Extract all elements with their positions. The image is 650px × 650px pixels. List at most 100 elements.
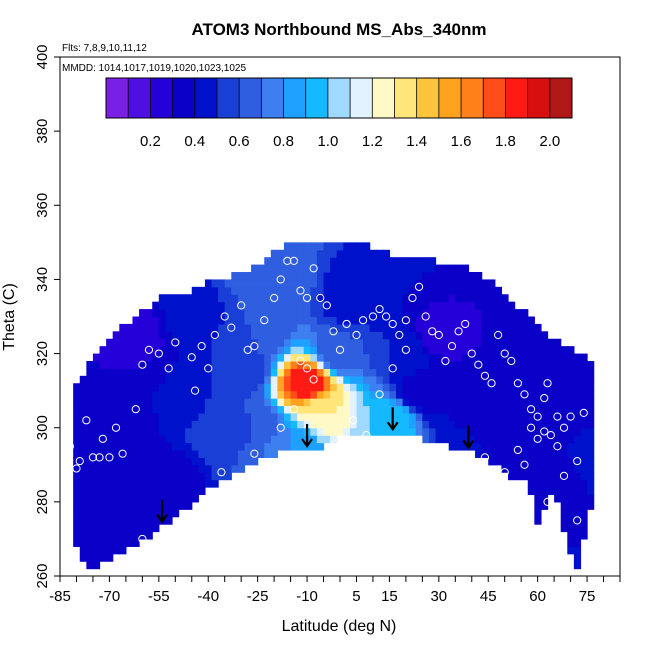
heatmap-cell [461, 420, 470, 429]
heatmap-cell [521, 375, 529, 384]
heatmap-cell [165, 501, 173, 510]
heatmap-cell [218, 353, 226, 362]
heatmap-cell [119, 531, 127, 540]
heatmap-cell [178, 494, 186, 503]
heatmap-cell [73, 383, 81, 392]
heatmap-cell [481, 383, 489, 392]
heatmap-cell [363, 398, 371, 407]
heatmap-cell [218, 279, 226, 288]
heatmap-cell [284, 412, 292, 421]
heatmap-cell [290, 264, 298, 273]
heatmap-cell [448, 360, 456, 369]
heatmap-cell [99, 538, 107, 547]
heatmap-cell [389, 383, 397, 392]
heatmap-cell [79, 553, 87, 562]
heatmap-cell [290, 442, 298, 451]
heatmap-cell [224, 472, 232, 481]
heatmap-cell [560, 501, 568, 510]
heatmap-cell [73, 538, 81, 547]
heatmap-cell [336, 405, 344, 414]
heatmap-cell [79, 479, 87, 488]
heatmap-cell [264, 309, 272, 318]
heatmap-cell [132, 383, 140, 392]
heatmap-cell [494, 412, 503, 421]
heatmap-cell [580, 368, 588, 377]
heatmap-cell [178, 479, 186, 488]
heatmap-cell [132, 420, 140, 429]
heatmap-cell [508, 405, 516, 414]
heatmap-cell [99, 360, 107, 369]
heatmap-cell [396, 264, 404, 273]
heatmap-cell [158, 294, 167, 303]
heatmap-cell [554, 487, 562, 496]
heatmap-cell [376, 264, 384, 273]
heatmap-cell [494, 338, 503, 347]
heatmap-cell [573, 449, 582, 458]
heatmap-cell [112, 435, 120, 444]
heatmap-cell [244, 294, 252, 303]
heatmap-cell [185, 353, 193, 362]
heatmap-cell [145, 435, 153, 444]
heatmap-cell [284, 286, 292, 295]
heatmap-cell [251, 264, 259, 273]
heatmap-cell [356, 242, 364, 251]
heatmap-cell [172, 368, 180, 377]
heatmap-cell [316, 383, 325, 392]
heatmap-cell [231, 301, 239, 310]
observation-point [533, 434, 542, 443]
heatmap-cell [369, 272, 377, 281]
heatmap-cell [132, 331, 140, 340]
heatmap-cell [461, 368, 470, 377]
heatmap-cell [284, 405, 292, 414]
heatmap-cell [257, 383, 265, 392]
heatmap-cell [442, 309, 450, 318]
heatmap-cell [284, 427, 292, 436]
heatmap-cell [310, 272, 318, 281]
heatmap-cell [488, 442, 496, 451]
heatmap-cell [165, 383, 173, 392]
heatmap-cell [297, 323, 305, 332]
heatmap-cell [560, 435, 568, 444]
observation-point [111, 423, 121, 432]
heatmap-cell [310, 435, 318, 444]
heatmap-cell [86, 472, 94, 481]
heatmap-cell [92, 464, 101, 473]
heatmap-cell [534, 449, 542, 458]
heatmap-cell [198, 294, 206, 303]
heatmap-cell [501, 412, 509, 421]
heatmap-cell [468, 338, 476, 347]
heatmap-cell [297, 346, 305, 355]
heatmap-cell [145, 375, 153, 384]
heatmap-cell [475, 331, 483, 340]
heatmap-cell [389, 257, 397, 266]
heatmap-cell [455, 279, 463, 288]
heatmap-cell [86, 390, 94, 399]
heatmap-cell [567, 383, 575, 392]
heatmap-cell [244, 383, 252, 392]
heatmap-cell [152, 457, 160, 466]
heatmap-cell [468, 294, 476, 303]
heatmap-cell [106, 390, 114, 399]
heatmap-cell [356, 412, 364, 421]
heatmap-cell [244, 316, 252, 325]
heatmap-cell [455, 301, 463, 310]
heatmap-cell [428, 383, 437, 392]
heatmap-cell [356, 353, 364, 362]
observation-point [388, 319, 397, 329]
heatmap-cell [172, 294, 180, 303]
heatmap-cell [251, 420, 259, 429]
heatmap-cell [363, 420, 371, 429]
heatmap-cell [125, 457, 134, 466]
heatmap-cell [376, 383, 384, 392]
heatmap-cell [297, 435, 305, 444]
x-tick-label: -55 [148, 588, 170, 605]
down-arrow-marker [386, 407, 399, 432]
heatmap-cell [573, 375, 582, 384]
heatmap-cell [79, 420, 87, 429]
heatmap-cell [73, 390, 81, 399]
heatmap-cell [514, 472, 522, 481]
heatmap-cell [415, 353, 423, 362]
heatmap-cell [448, 405, 456, 414]
observation-point [414, 282, 424, 291]
heatmap-cell [580, 509, 588, 518]
